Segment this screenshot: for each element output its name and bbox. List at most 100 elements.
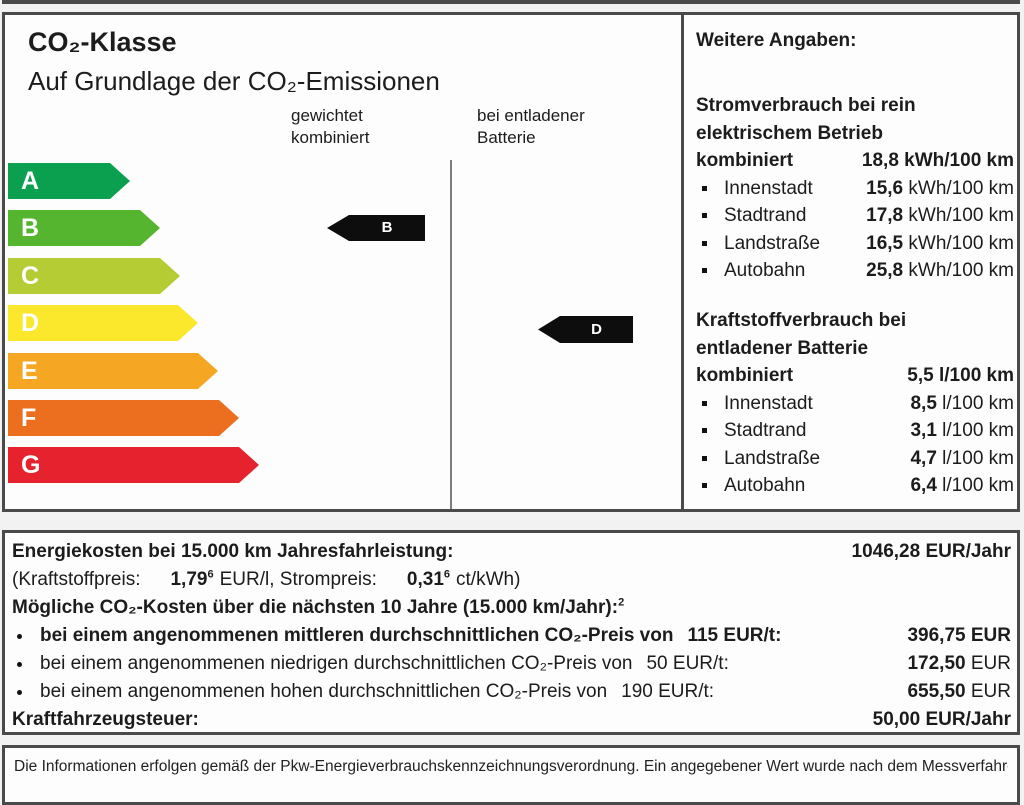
combined-row: kombiniert 5,5 l/100 km	[696, 362, 1014, 390]
rating-indicator-d: D	[538, 316, 633, 343]
class-letter: E	[21, 357, 38, 385]
class-arrow-c: C	[8, 258, 180, 294]
row-value: 25,8 kWh/100 km	[866, 260, 1014, 281]
co2-costs-heading-row: Mögliche CO₂-Kosten über die nächsten 10…	[12, 594, 1011, 622]
vehicle-tax-value: 50,00 EUR/Jahr	[872, 709, 1011, 730]
consumption-row: Landstraße 4,7 l/100 km	[696, 445, 1014, 473]
class-letter: A	[21, 167, 40, 195]
consumption-row: Innenstadt 15,6 kWh/100 km	[696, 175, 1014, 203]
row-value: 17,8 kWh/100 km	[866, 205, 1014, 226]
row-label: Stadtrand	[724, 420, 807, 441]
class-arrow-g: G	[8, 447, 259, 483]
class-letter: G	[21, 451, 41, 479]
row-label: Landstraße	[724, 447, 821, 469]
row-label: Autobahn	[724, 260, 806, 281]
row-value: 655,50 EUR	[907, 681, 1011, 702]
electric-consumption-section: Stromverbrauch bei rein elektrischem Bet…	[696, 92, 1014, 285]
energy-costs-value: 1046,28 EUR/Jahr	[851, 541, 1012, 562]
row-text: bei einem angenommenen niedrigen durchsc…	[40, 653, 633, 674]
bullet-icon	[702, 483, 707, 488]
row-value: 4,7 l/100 km	[910, 447, 1014, 469]
bullet-icon	[702, 213, 707, 218]
combined-label: kombiniert	[696, 150, 794, 171]
class-letter: C	[21, 262, 40, 290]
column-header-weighted: gewichtet kombiniert	[291, 106, 370, 147]
section-heading-line2: elektrischem Betrieb	[696, 122, 883, 144]
class-letter: B	[21, 214, 40, 242]
energy-costs-box: Energiekosten bei 15.000 km Jahresfahrle…	[2, 530, 1020, 735]
class-letter: D	[21, 309, 40, 337]
panel-divider-line	[681, 15, 684, 509]
row-label: Innenstadt	[724, 392, 813, 414]
indicator-letter: B	[381, 219, 393, 236]
page-subtitle: Auf Grundlage der CO₂-Emissionen	[28, 66, 440, 96]
section-heading-line1: Stromverbrauch bei rein	[696, 95, 916, 116]
row-value: 15,6 kWh/100 km	[866, 177, 1014, 199]
row-price: 50 EUR/t:	[646, 653, 729, 674]
price-assumptions-row: (Kraftstoffpreis: 1,796 EUR/l, Stromprei…	[12, 566, 1011, 594]
page-title: CO₂-Klasse	[28, 27, 177, 57]
bullet-icon	[702, 428, 707, 433]
section-heading-line2: entladener Batterie	[696, 337, 869, 359]
consumption-row: Innenstadt 8,5 l/100 km	[696, 390, 1014, 418]
electricity-price-label: EUR/l, Strompreis:	[219, 569, 377, 590]
combined-value: 5,5 l/100 km	[907, 365, 1014, 386]
bullet-icon	[702, 455, 707, 461]
class-letter: F	[21, 404, 37, 432]
row-label: Innenstadt	[724, 177, 813, 199]
bullet-icon	[17, 662, 22, 667]
details-panel: Weitere Angaben: Stromverbrauch bei rein…	[696, 15, 1014, 509]
footnote-box: Die Informationen erfolgen gemäß der Pkw…	[2, 745, 1020, 805]
co2-cost-row: bei einem angenommenen hohen durchschnit…	[12, 678, 1011, 706]
consumption-row: Stadtrand 3,1 l/100 km	[696, 417, 1014, 445]
row-text: bei einem angenommenen mittleren durchsc…	[40, 625, 674, 646]
co2-costs-heading: Mögliche CO₂-Kosten über die nächsten 10…	[12, 596, 625, 618]
consumption-row: Landstraße 16,5 kWh/100 km	[696, 230, 1014, 258]
bullet-icon	[702, 240, 707, 246]
class-arrow-f: F	[8, 400, 239, 436]
combined-value: 18,8 kWh/100 km	[861, 150, 1014, 171]
bullet-icon	[702, 400, 707, 406]
fuel-price-value: 1,796	[170, 568, 214, 590]
combined-label: kombiniert	[696, 365, 794, 386]
row-price: 115 EUR/t:	[687, 625, 782, 646]
row-label: Stadtrand	[724, 205, 807, 226]
consumption-row: Stadtrand 17,8 kWh/100 km	[696, 202, 1014, 230]
class-arrow-b: B	[8, 210, 160, 246]
vehicle-tax-row: Kraftfahrzeugsteuer: 50,00 EUR/Jahr	[12, 706, 1011, 734]
fuel-price-label: (Kraftstoffpreis:	[12, 569, 141, 590]
rating-indicator-b: B	[327, 215, 425, 241]
co2-cost-rows: bei einem angenommenen mittleren durchsc…	[12, 622, 1011, 706]
co2-cost-row: bei einem angenommenen niedrigen durchsc…	[12, 650, 1011, 678]
fuel-consumption-section: Kraftstoffverbrauch bei entladener Batte…	[696, 307, 1014, 500]
column-divider-line	[450, 160, 452, 509]
combined-row: kombiniert 18,8 kWh/100 km	[696, 147, 1014, 175]
bullet-icon	[702, 268, 707, 273]
footnote-text: Die Informationen erfolgen gemäß der Pkw…	[14, 758, 1008, 775]
row-value: 16,5 kWh/100 km	[866, 232, 1014, 254]
details-heading: Weitere Angaben:	[696, 30, 857, 51]
class-arrow-a: A	[8, 163, 130, 199]
row-value: 172,50 EUR	[907, 653, 1011, 674]
electricity-price-value: 0,316	[406, 568, 451, 590]
bullet-icon	[702, 185, 707, 191]
co2-class-box: CO₂-Klasse Auf Grundlage der CO₂-Emissio…	[2, 12, 1020, 512]
column-header-depleted: bei entladener Batterie	[477, 106, 585, 147]
bullet-icon	[17, 690, 22, 695]
vehicle-tax-label: Kraftfahrzeugsteuer:	[12, 709, 199, 730]
row-value: 8,5 l/100 km	[910, 392, 1014, 414]
consumption-row: Autobahn 6,4 l/100 km	[696, 472, 1014, 500]
row-value: 6,4 l/100 km	[910, 475, 1014, 496]
consumption-row: Autobahn 25,8 kWh/100 km	[696, 257, 1014, 285]
row-value: 396,75 EUR	[907, 625, 1011, 646]
row-label: Landstraße	[724, 232, 821, 254]
section-heading-line1: Kraftstoffverbrauch bei	[696, 310, 907, 331]
row-label: Autobahn	[724, 475, 806, 496]
price-line-suffix: ct/kWh)	[456, 569, 521, 590]
row-value: 3,1 l/100 km	[910, 420, 1014, 441]
class-arrow-e: E	[8, 353, 218, 389]
class-arrow-d: D	[8, 305, 198, 341]
bullet-icon	[17, 634, 22, 639]
row-text: bei einem angenommenen hohen durchschnit…	[40, 681, 608, 702]
